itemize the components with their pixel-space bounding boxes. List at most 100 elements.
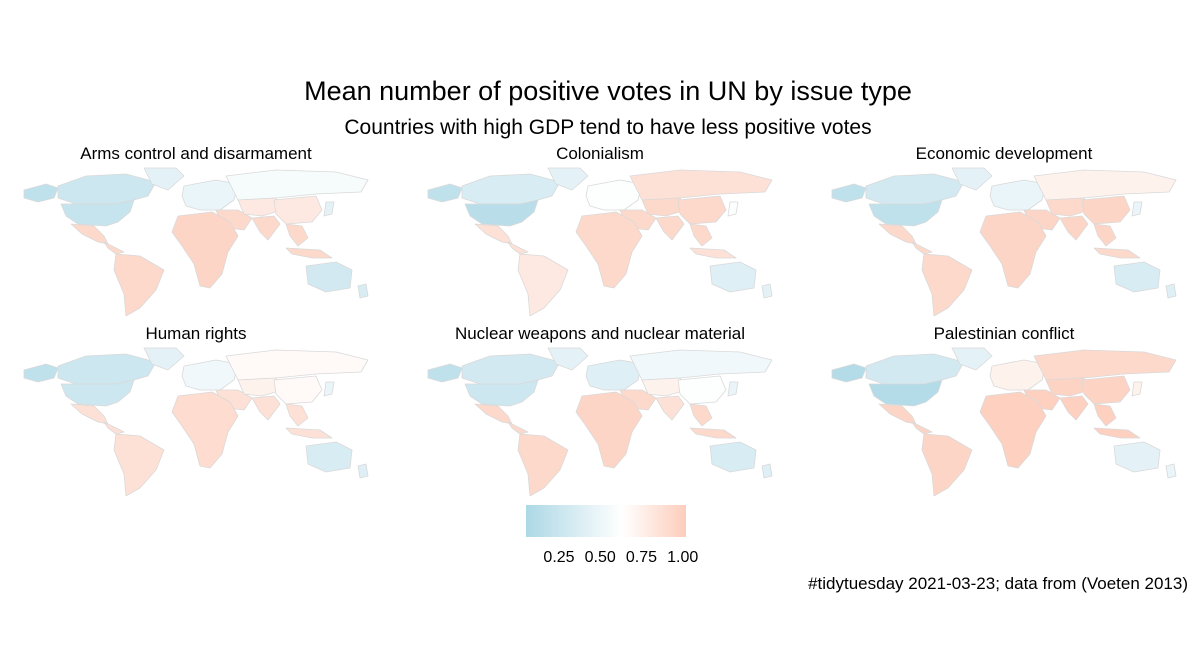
country-region-china (677, 195, 727, 225)
country-region-australia (1113, 441, 1161, 473)
country-region-nz (761, 283, 773, 299)
country-region-nz (357, 463, 369, 479)
country-region-central-asia (641, 197, 687, 217)
country-region-central (507, 241, 529, 255)
country-region-africa (171, 211, 239, 289)
country-region-nz (1165, 463, 1177, 479)
panel-label: Palestinian conflict (933, 324, 1075, 343)
country-region-australia (709, 441, 757, 473)
country-region-south-america (113, 433, 165, 496)
country-region-south-asia (1059, 395, 1089, 421)
country-region-europe (181, 179, 239, 211)
country-region-south-america (517, 433, 569, 496)
map-panel-human-rights: Human rights (16, 324, 376, 499)
country-region-russia (629, 349, 773, 381)
legend-tick-label: 0.75 (625, 549, 658, 566)
country-region-australia (709, 261, 757, 293)
country-region-south-america (921, 253, 973, 316)
country-region-greenland (143, 167, 185, 191)
country-region-nz (761, 463, 773, 479)
country-region-alaska (427, 363, 463, 383)
panel-label: Economic development (915, 144, 1093, 163)
country-region-mexico (70, 403, 109, 425)
country-region-alaska (831, 183, 867, 203)
map-panel-economic-development: Economic development (824, 144, 1184, 319)
country-region-africa (171, 391, 239, 469)
country-region-australia (1113, 261, 1161, 293)
country-region-se-asia (689, 403, 713, 427)
country-region-central-asia (1045, 377, 1091, 397)
country-region-usa (60, 199, 135, 227)
country-region-central-asia (1045, 197, 1091, 217)
country-region-canada (865, 353, 965, 385)
country-region-alaska (23, 183, 59, 203)
country-region-greenland (547, 347, 589, 371)
world-map (831, 347, 1177, 496)
panel-label: Nuclear weapons and nuclear material (454, 324, 746, 343)
country-region-greenland (951, 167, 993, 191)
country-region-south-asia (251, 395, 281, 421)
country-region-africa (575, 391, 643, 469)
legend-tick-label: 0.25 (543, 549, 575, 566)
panel-label: Human rights (145, 324, 247, 343)
country-region-japan (1131, 201, 1143, 217)
country-region-se-asia (285, 223, 309, 247)
country-region-mexico (70, 223, 109, 245)
country-region-japan (1131, 381, 1143, 397)
country-region-usa (60, 379, 135, 407)
country-region-russia (629, 169, 773, 201)
legend-tick-label: 0.50 (584, 549, 616, 566)
panel-label: Arms control and disarmament (80, 144, 312, 163)
country-region-japan (727, 381, 739, 397)
country-region-indonesia (689, 247, 737, 259)
country-region-south-asia (655, 215, 685, 241)
country-region-se-asia (1093, 403, 1117, 427)
legend-gradient-bar (526, 505, 686, 537)
country-region-china (1081, 375, 1131, 405)
country-region-se-asia (285, 403, 309, 427)
country-region-se-asia (1093, 223, 1117, 247)
country-region-africa (575, 211, 643, 289)
chart-subtitle: Countries with high GDP tend to have les… (344, 116, 872, 139)
country-region-canada (461, 353, 561, 385)
country-region-usa (868, 379, 943, 407)
country-region-central (507, 421, 529, 435)
world-map (23, 167, 369, 316)
country-region-indonesia (689, 427, 737, 439)
country-region-canada (57, 173, 157, 205)
country-region-russia (225, 169, 369, 201)
country-region-greenland (547, 167, 589, 191)
country-region-south-america (517, 253, 569, 316)
country-region-usa (868, 199, 943, 227)
color-legend: 0.25 0.50 0.75 1.00 (520, 505, 700, 575)
country-region-central-asia (237, 377, 283, 397)
country-region-canada (57, 353, 157, 385)
world-map (427, 347, 773, 496)
country-region-russia (1033, 169, 1177, 201)
country-region-indonesia (285, 247, 333, 259)
country-region-indonesia (285, 427, 333, 439)
country-region-central (103, 421, 125, 435)
country-region-europe (989, 359, 1047, 391)
country-region-south-america (921, 433, 973, 496)
country-region-china (273, 195, 323, 225)
country-region-usa (464, 379, 539, 407)
world-map (831, 167, 1177, 316)
country-region-nz (1165, 283, 1177, 299)
country-region-se-asia (689, 223, 713, 247)
map-panel-nuclear-weapons: Nuclear weapons and nuclear material (420, 324, 780, 499)
map-panel-colonialism: Colonialism (420, 144, 780, 319)
country-region-japan (727, 201, 739, 217)
country-region-europe (989, 179, 1047, 211)
country-region-australia (305, 261, 353, 293)
country-region-south-asia (655, 395, 685, 421)
country-region-russia (225, 349, 369, 381)
country-region-usa (464, 199, 539, 227)
country-region-africa (979, 391, 1047, 469)
map-panel-palestinian-conflict: Palestinian conflict (824, 324, 1184, 499)
legend-tick-label: 1.00 (667, 549, 699, 566)
country-region-mexico (474, 403, 513, 425)
country-region-japan (323, 381, 335, 397)
country-region-south-asia (251, 215, 281, 241)
country-region-greenland (951, 347, 993, 371)
